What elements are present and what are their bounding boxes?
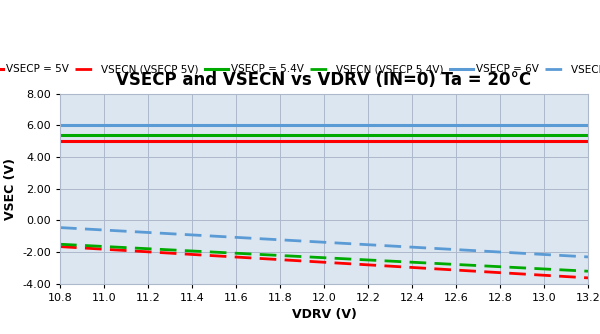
VSECP = 5.4V [307, 133, 314, 137]
VSECP = 5V [572, 139, 579, 143]
VSECP = 6V [371, 123, 378, 127]
VSECP = 6V [572, 123, 579, 127]
Legend: VSECP = 5V, VSECN (VSECP 5V), VSECP = 5.4V, VSECN (VSECP 5.4V), VSECP = 6V, VSEC: VSECP = 5V, VSECN (VSECP 5V), VSECP = 5.… [0, 64, 600, 74]
VSECP = 6V [584, 123, 592, 127]
VSECN (VSECP 6V) [310, 240, 317, 244]
Line: VSECN (VSECP 6V): VSECN (VSECP 6V) [60, 227, 588, 257]
VSECP = 5.4V [584, 133, 592, 137]
VSECN (VSECP 5.4V) [584, 269, 592, 273]
VSECN (VSECP 6V) [572, 254, 579, 258]
VSECN (VSECP 5.4V) [56, 242, 64, 246]
VSECN (VSECP 6V) [56, 225, 64, 229]
VSECP = 5.4V [56, 133, 64, 137]
VSECN (VSECP 5V) [56, 244, 64, 248]
VSECN (VSECP 5.4V) [489, 264, 496, 268]
VSECP = 6V [489, 123, 496, 127]
VSECN (VSECP 5V) [310, 260, 317, 264]
VSECP = 5V [342, 139, 349, 143]
Title: VSECP and VSECN vs VDRV (IN=0) Ta = 20°C: VSECP and VSECN vs VDRV (IN=0) Ta = 20°C [116, 71, 532, 89]
VSECN (VSECP 5.4V) [342, 257, 349, 261]
VSECN (VSECP 6V) [371, 243, 378, 247]
VSECP = 6V [342, 123, 349, 127]
VSECP = 6V [307, 123, 314, 127]
VSECN (VSECP 6V) [489, 249, 496, 254]
VSECN (VSECP 5V) [572, 275, 579, 279]
VSECP = 5V [489, 139, 496, 143]
VSECN (VSECP 5V) [584, 276, 592, 280]
Line: VSECN (VSECP 5.4V): VSECN (VSECP 5.4V) [60, 244, 588, 271]
VSECN (VSECP 5V) [371, 263, 378, 267]
VSECN (VSECP 5.4V) [310, 255, 317, 259]
VSECN (VSECP 6V) [342, 241, 349, 245]
X-axis label: VDRV (V): VDRV (V) [292, 309, 356, 322]
VSECN (VSECP 5.4V) [371, 258, 378, 262]
Line: VSECN (VSECP 5V): VSECN (VSECP 5V) [60, 246, 588, 278]
VSECN (VSECP 5V) [342, 262, 349, 266]
VSECP = 5.4V [371, 133, 378, 137]
VSECN (VSECP 5.4V) [307, 255, 314, 259]
VSECN (VSECP 6V) [307, 239, 314, 243]
VSECN (VSECP 5V) [307, 260, 314, 264]
Y-axis label: VSEC (V): VSEC (V) [4, 158, 17, 220]
VSECP = 5.4V [342, 133, 349, 137]
VSECP = 5V [56, 139, 64, 143]
VSECP = 5V [307, 139, 314, 143]
VSECN (VSECP 5V) [489, 270, 496, 274]
VSECP = 5.4V [572, 133, 579, 137]
VSECN (VSECP 5.4V) [572, 269, 579, 273]
VSECP = 5V [584, 139, 592, 143]
VSECN (VSECP 6V) [584, 255, 592, 259]
VSECP = 6V [56, 123, 64, 127]
VSECP = 5.4V [310, 133, 317, 137]
VSECP = 5V [371, 139, 378, 143]
VSECP = 6V [310, 123, 317, 127]
VSECP = 5V [310, 139, 317, 143]
VSECP = 5.4V [489, 133, 496, 137]
